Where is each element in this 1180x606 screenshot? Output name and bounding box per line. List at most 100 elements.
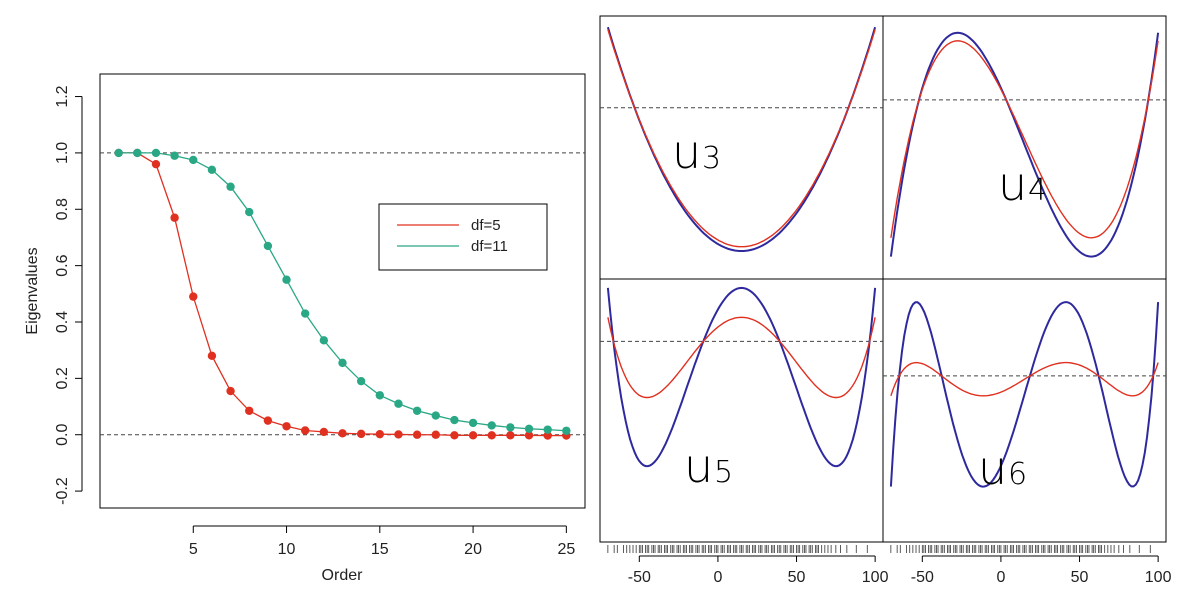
panel-label-u6: u (978, 441, 1007, 495)
point-df5-5 (189, 292, 198, 301)
point-df11-6 (207, 165, 217, 175)
point-df11-10 (282, 275, 291, 284)
point-df11-15 (375, 391, 385, 400)
panel-x-tick-label-100: 100 (862, 569, 889, 586)
panel-x-tick-label-0: 0 (713, 569, 722, 586)
point-df5-4 (170, 213, 179, 222)
panel-x-axis-left: -50 0 50 100 (628, 555, 889, 586)
point-df5-8 (245, 406, 254, 415)
eigen-plot-frame (99, 73, 586, 509)
point-df5-18 (431, 430, 440, 439)
point-df11-5 (189, 155, 198, 165)
point-df11-22 (506, 423, 515, 432)
point-df11-8 (245, 207, 254, 217)
panel-label-u4: u (998, 157, 1027, 211)
eigenvalue-plot: 5 10 15 20 25 -0.2 0.0 0.2 0.4 0.6 0.8 1.0 1.2 Orde… (24, 73, 586, 584)
point-df5-15 (375, 429, 385, 439)
y-tick-label-5: 0.8 (54, 198, 71, 220)
point-df11-16 (394, 399, 403, 408)
point-df5-12 (319, 427, 329, 437)
point-df11-3 (151, 148, 161, 158)
point-df11-9 (263, 241, 273, 251)
y-axis-title: Eigenvalues (24, 247, 41, 334)
x-axis: 5 10 15 20 25 (189, 525, 575, 558)
point-df11-12 (319, 336, 329, 345)
point-df5-14 (356, 429, 366, 439)
point-df5-6 (207, 351, 217, 361)
panel-label-sub-u5: 5 (714, 455, 733, 490)
rug-right (890, 545, 1151, 553)
curve-u3-df5 (607, 29, 876, 248)
y-tick-label-2: 0.2 (54, 367, 71, 389)
point-df11-4 (170, 151, 179, 160)
point-df5-7 (226, 386, 235, 396)
panel-x-tick-label--50: -50 (628, 569, 651, 586)
point-df5-3 (151, 159, 161, 169)
y-axis: -0.2 0.0 0.2 0.4 0.6 0.8 1.0 1.2 (54, 85, 83, 505)
point-df11-7 (226, 182, 235, 191)
eigen-series (114, 148, 571, 440)
series-line-df11 (118, 152, 567, 432)
point-df5-11 (300, 426, 310, 435)
curve-u5-df11 (606, 286, 877, 468)
point-df5-13 (338, 429, 347, 438)
x-tick-label-5: 5 (189, 541, 198, 558)
x-tick-label-10: 10 (278, 541, 296, 558)
point-df5-22 (506, 431, 515, 440)
panel-label-sub-u6: 6 (1008, 457, 1027, 492)
point-df11-11 (300, 309, 310, 318)
panel-x-tick-label-100: 100 (1145, 569, 1172, 586)
point-df5-16 (394, 430, 403, 439)
reference-lines (100, 152, 585, 436)
panel-x-axis-right: -50 0 50 100 (911, 555, 1172, 586)
point-df11-21 (487, 421, 496, 430)
panel-label-u3: u (672, 125, 701, 179)
x-axis-title: Order (322, 567, 364, 584)
point-df5-24 (543, 431, 552, 440)
curve-u6-df5 (890, 361, 1159, 397)
legend: df=5 df=11 (378, 203, 548, 271)
point-df11-1 (114, 148, 123, 158)
point-df5-19 (450, 431, 459, 440)
panel-label-sub-u3: 3 (702, 141, 721, 176)
legend-label-df11: df=11 (471, 238, 508, 255)
panel-x-tick-label-50: 50 (1071, 569, 1089, 586)
y-tick-label-4: 0.6 (54, 254, 71, 276)
curve-u5-df5 (607, 316, 876, 399)
point-df11-19 (450, 415, 459, 425)
x-tick-label-25: 25 (557, 541, 575, 558)
point-df11-13 (338, 358, 347, 368)
series-line-df5 (118, 152, 567, 437)
y-tick-label-6: 1.0 (54, 142, 71, 164)
y-tick-label-3: 0.4 (54, 311, 71, 333)
panel-x-tick-label--50: -50 (911, 569, 934, 586)
point-df11-18 (431, 411, 440, 420)
y-tick-label-7: 1.2 (54, 85, 71, 107)
curve-u4-df5 (890, 40, 1159, 239)
point-df11-20 (468, 418, 478, 428)
x-tick-label-20: 20 (464, 541, 482, 558)
panel-x-tick-label-0: 0 (996, 569, 1005, 586)
panel-label-u5: u (684, 439, 713, 493)
rug-left (607, 545, 868, 553)
point-df11-2 (133, 148, 142, 158)
panel-label-sub-u4: 4 (1028, 173, 1047, 208)
point-df5-17 (412, 430, 422, 439)
point-df11-14 (356, 376, 366, 386)
point-df5-10 (282, 422, 291, 431)
point-df5-20 (468, 431, 478, 440)
point-df11-24 (543, 425, 552, 434)
curve-u6-df11 (889, 301, 1160, 488)
y-tick-label-0: -0.2 (54, 477, 71, 505)
curve-u4-df11 (889, 31, 1160, 258)
panel-x-tick-label-50: 50 (788, 569, 806, 586)
x-tick-label-15: 15 (371, 541, 389, 558)
point-df11-23 (524, 424, 534, 434)
point-df5-21 (487, 431, 496, 440)
legend-label-df5: df=5 (471, 217, 501, 234)
